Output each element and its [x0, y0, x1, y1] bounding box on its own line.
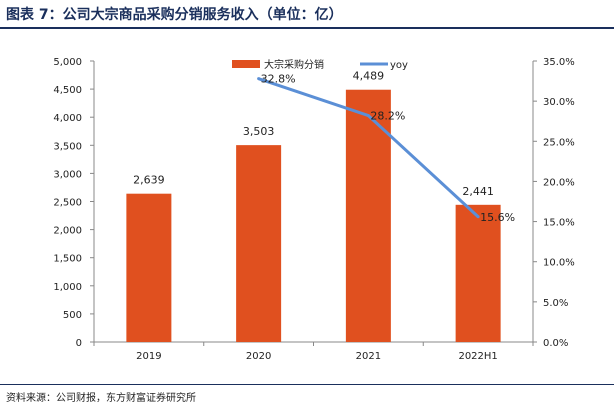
bar-data-label: 4,489 — [353, 70, 385, 83]
left-tick-label: 1,000 — [53, 282, 82, 293]
bar — [455, 204, 501, 342]
legend-bar-label: 大宗采购分销 — [264, 58, 324, 71]
right-tick-label: 15.0% — [543, 218, 575, 229]
right-tick-label: 20.0% — [543, 177, 575, 188]
right-tick-label: 35.0% — [543, 57, 575, 68]
legend-bar-swatch — [232, 60, 260, 68]
yoy-data-label: 15.6% — [480, 211, 515, 224]
bar — [236, 145, 282, 342]
left-tick-label: 2,500 — [53, 198, 82, 209]
left-tick-label: 1,500 — [53, 254, 82, 265]
x-tick-label: 2021 — [356, 351, 381, 362]
source-divider — [0, 384, 614, 385]
figure-title: 图表 7：公司大宗商品采购分销服务收入（单位：亿） — [6, 7, 343, 23]
left-tick-label: 500 — [63, 310, 82, 321]
yoy-point — [257, 77, 261, 81]
right-tick-label: 5.0% — [543, 298, 568, 309]
yoy-point — [476, 215, 480, 219]
left-tick-label: 3,500 — [53, 141, 82, 152]
yoy-data-label: 32.8% — [261, 73, 296, 86]
figure-source: 资料来源：公司财报，东方财富证券研究所 — [6, 393, 196, 404]
left-tick-label: 0 — [76, 338, 82, 349]
title-divider — [0, 27, 614, 29]
left-tick-label: 2,000 — [53, 226, 82, 237]
yoy-point — [366, 114, 370, 118]
chart-canvas: 0 500 1,000 1,500 2,000 2,500 3,000 3,500 4,000 4… — [53, 57, 575, 362]
bar — [126, 193, 172, 342]
right-tick-label: 0.0% — [543, 338, 568, 349]
right-tick-label: 25.0% — [543, 137, 575, 148]
right-tick-label: 30.0% — [543, 97, 575, 108]
x-tick-label: 2020 — [246, 351, 271, 362]
bar-data-label: 2,441 — [462, 185, 494, 198]
bar-data-label: 2,639 — [133, 174, 165, 187]
right-tick-label: 10.0% — [543, 258, 575, 269]
left-tick-label: 4,500 — [53, 85, 82, 96]
bar — [345, 89, 391, 342]
bar-data-label: 3,503 — [243, 125, 275, 138]
legend-line-label: yoy — [390, 60, 408, 71]
left-tick-label: 5,000 — [53, 57, 82, 68]
x-tick-label: 2022H1 — [458, 351, 497, 362]
yoy-data-label: 28.2% — [370, 110, 405, 123]
left-tick-label: 3,000 — [53, 169, 82, 180]
left-tick-label: 4,000 — [53, 113, 82, 124]
x-tick-label: 2019 — [136, 351, 161, 362]
